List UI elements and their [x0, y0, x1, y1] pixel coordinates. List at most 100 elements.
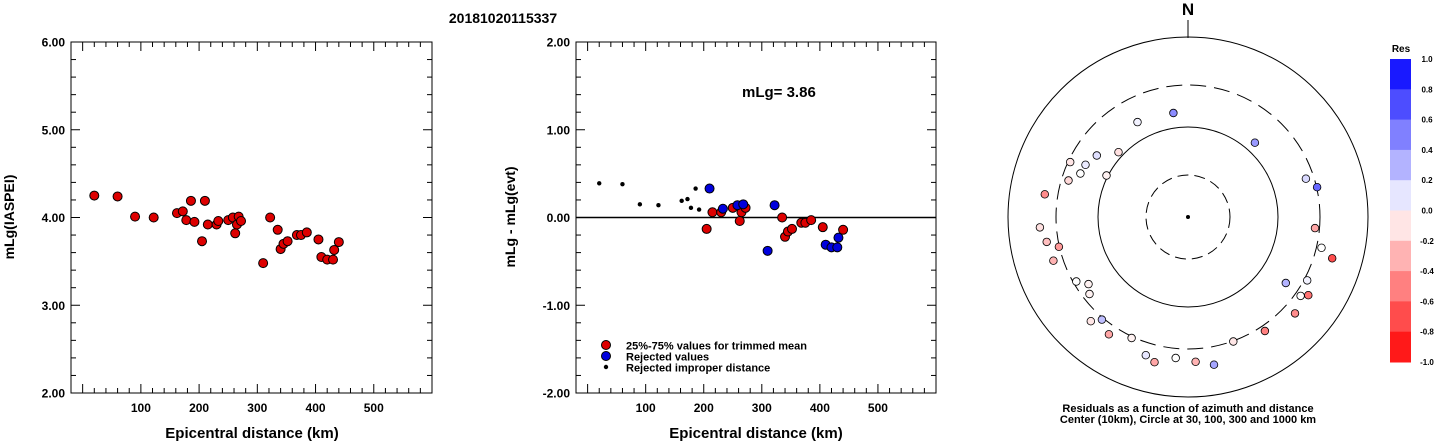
magnitude-plot: 100 200 300 500 400 2.00 3.00 4.00 5.00 6.00 Epic…: [1, 36, 433, 441]
colorbar-blocks: [1390, 59, 1411, 363]
colorbar-tick-label: -0.6: [1420, 297, 1434, 306]
residual-point: [1076, 169, 1085, 178]
legend-marker-rejected: [601, 351, 611, 361]
residual-point: [1104, 330, 1114, 339]
colorbar-block: [1390, 301, 1411, 333]
colorbar: Res 1.0 0.8 0.6 0.4 0.2 0.0 -0.2 -0.4 -0.6 -0.8 -1…: [1390, 44, 1434, 367]
residual-point: [1035, 223, 1045, 232]
data-point: [301, 227, 312, 238]
y-tick-label: 3.00: [42, 299, 66, 313]
data-point: [213, 216, 224, 227]
colorbar-tick-label: 0.0: [1421, 207, 1433, 216]
residual-point: [1133, 117, 1142, 127]
legend-label-improper-distance: Rejected improper distance: [626, 363, 770, 375]
residual-point: [1084, 279, 1093, 289]
data-point: [717, 203, 728, 214]
y-tick-label: 1.00: [547, 123, 571, 137]
data-point: [189, 216, 200, 227]
x-tick-label: 300: [752, 401, 772, 415]
ring-1000km: [1007, 36, 1369, 398]
residual-plot-ticks: 100 200 300 500 400 -2.00 -1.00 0.00 1.00 2.00: [543, 36, 937, 415]
data-point: [817, 222, 828, 233]
legend-marker-trimmed-mean: [601, 340, 611, 350]
data-point: [734, 216, 745, 227]
residual-point: [1169, 108, 1178, 118]
data-point: [313, 234, 324, 245]
colorbar-tick-label: 0.4: [1421, 146, 1433, 155]
legend-marker-improper-distance: [603, 364, 609, 370]
x-tick-label: 400: [810, 401, 830, 415]
x-tick-label: 200: [189, 401, 209, 415]
colorbar-label: Res: [1392, 44, 1411, 55]
magnitude-plot-frame: [70, 41, 433, 394]
residual-point: [1102, 171, 1111, 180]
y-tick-label: 2.00: [42, 387, 66, 401]
residual-point: [1150, 358, 1159, 367]
data-point: [130, 211, 141, 222]
x-tick-label: 200: [694, 401, 714, 415]
data-point: [704, 183, 715, 194]
residual-point: [1260, 326, 1270, 336]
azimuth-plot-points: [1035, 108, 1337, 369]
data-point: [679, 198, 684, 204]
data-point: [787, 223, 797, 234]
y-tick-label: 0.00: [547, 211, 571, 225]
magnitude-plot-xlabel: Epicentral distance (km): [165, 425, 338, 441]
residual-plot-points: [597, 181, 849, 256]
data-point: [832, 242, 843, 253]
data-point: [777, 212, 788, 223]
north-label: N: [1182, 0, 1194, 19]
data-point: [696, 207, 702, 212]
colorbar-block: [1390, 271, 1411, 302]
residual-point: [1301, 174, 1311, 183]
data-point: [762, 245, 773, 256]
residual-point: [1054, 242, 1064, 251]
data-point: [329, 244, 340, 255]
data-point: [258, 258, 269, 269]
residual-point: [1097, 315, 1107, 324]
magnitude-plot-ticks: 100 200 300 500 400 2.00 3.00 4.00 5.00 6.00: [42, 36, 433, 415]
residual-point: [1127, 333, 1136, 343]
residual-point: [1141, 351, 1150, 360]
data-point: [637, 202, 643, 207]
residual-point: [1072, 277, 1081, 286]
data-point: [148, 212, 159, 223]
colorbar-block: [1390, 119, 1411, 151]
y-tick-label: 4.00: [42, 211, 66, 225]
data-point: [838, 224, 849, 235]
data-point: [656, 203, 661, 208]
data-point: [597, 181, 602, 186]
residual-plot-xlabel: Epicentral distance (km): [669, 425, 842, 441]
data-point: [272, 224, 283, 235]
data-point: [177, 206, 188, 217]
colorbar-tick-label: -1.0: [1420, 358, 1434, 367]
data-point: [806, 215, 817, 226]
data-point: [833, 232, 844, 243]
y-tick-label: -2.00: [543, 387, 571, 401]
data-point: [685, 196, 690, 202]
legend-label-rejected: Rejected values: [626, 352, 709, 364]
data-point: [181, 215, 192, 226]
y-tick-label: 2.00: [547, 36, 571, 50]
residual-point: [1327, 254, 1337, 263]
data-point: [333, 237, 344, 248]
residual-point: [1085, 289, 1094, 299]
center-point: [1186, 215, 1190, 219]
colorbar-block: [1390, 331, 1411, 363]
residual-plot-ylabel: mLg - mLg(evt): [502, 166, 518, 267]
residual-point: [1191, 357, 1200, 366]
y-tick-label: -1.00: [543, 299, 571, 313]
residual-point: [1250, 138, 1260, 147]
data-point: [112, 191, 123, 202]
residual-point: [1312, 182, 1322, 192]
data-point: [328, 254, 339, 265]
data-point: [197, 236, 208, 247]
colorbar-tick-label: -0.2: [1420, 237, 1434, 246]
x-tick-label: 100: [131, 401, 151, 415]
residual-plot-annotation: mLg= 3.86: [742, 84, 816, 101]
colorbar-block: [1390, 149, 1411, 181]
colorbar-tick-label: 0.8: [1421, 85, 1433, 94]
data-point: [693, 186, 698, 191]
x-tick-label: 400: [306, 401, 326, 415]
